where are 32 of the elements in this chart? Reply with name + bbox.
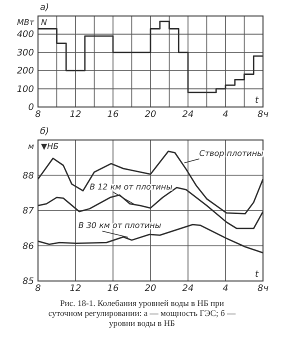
y-tick-label: 88 — [22, 171, 34, 182]
y-axis-title: м — [28, 142, 34, 151]
x-tick-label: 24 — [182, 284, 194, 294]
x-tick-label: 8ч — [257, 284, 269, 294]
x-tick-label: 8ч — [257, 110, 269, 120]
annotation: N — [41, 18, 47, 27]
x-tick-label: 24 — [182, 110, 194, 120]
y-tick-label: 86 — [22, 242, 34, 252]
x-tick-label: 16 — [107, 284, 119, 294]
x-tick-label: 16 — [107, 110, 119, 120]
annotation: t — [255, 96, 259, 106]
annotation: ▼НБ — [41, 142, 60, 151]
y-tick-label: 300 — [16, 48, 34, 58]
y-tick-label: 85 — [22, 277, 34, 287]
annotation: t — [255, 270, 259, 280]
chart-title: б) — [40, 127, 50, 137]
y-tick-label: 87 — [22, 206, 34, 216]
y-axis-title: МВт — [16, 18, 34, 27]
y-tick-label: 200 — [16, 66, 34, 77]
x-tick-label: 20 — [144, 110, 156, 120]
x-tick-label: 12 — [70, 284, 82, 294]
y-tick-label: 0 — [28, 103, 34, 113]
x-tick-label: 8 — [35, 110, 42, 120]
y-tick-label: 100 — [16, 84, 34, 95]
x-tick-label: 12 — [70, 110, 82, 120]
x-tick-label: 4 — [222, 110, 229, 120]
y-tick-label: 400 — [16, 30, 34, 40]
chart-title: а) — [40, 3, 50, 13]
x-tick-label: 4 — [222, 284, 229, 294]
x-tick-label: 8 — [35, 284, 42, 294]
x-tick-label: 20 — [144, 284, 156, 294]
text: Рис. 18-1. Колебания уровней воды в НБ при суточном регулировании: а — мощность ГЭС; б — уровни воды в НБ — [48, 298, 236, 328]
